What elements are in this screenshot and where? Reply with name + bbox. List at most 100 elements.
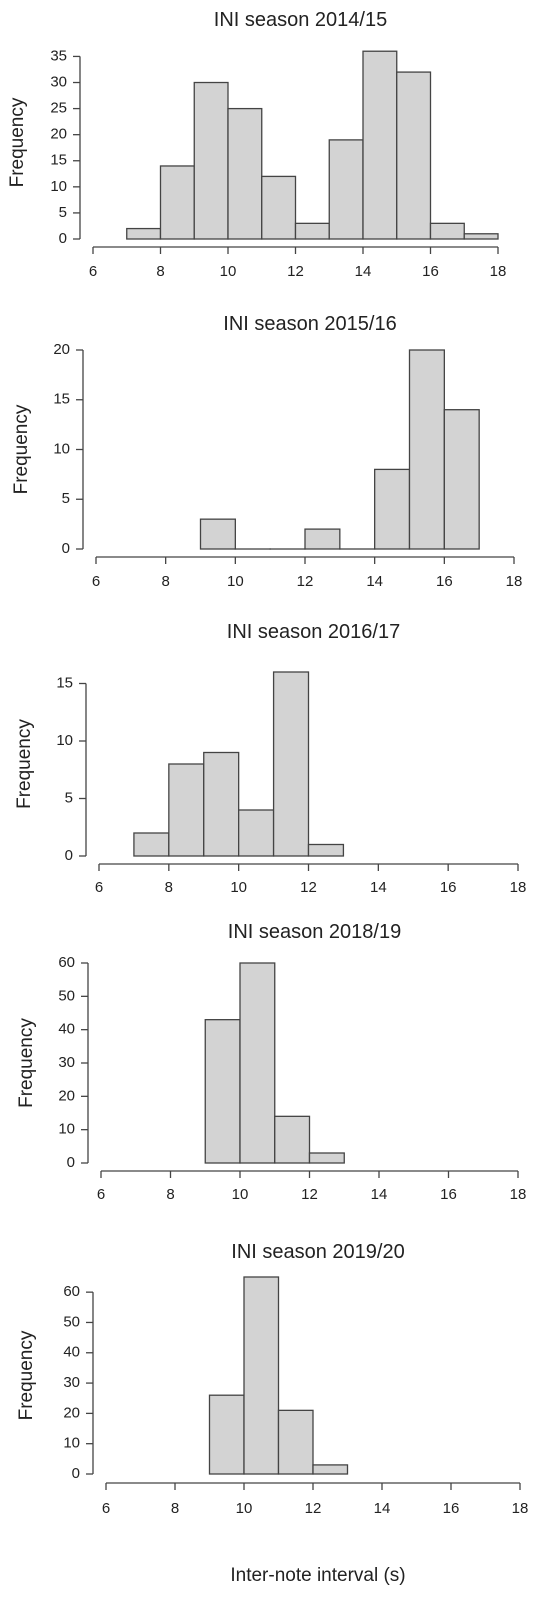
- y-tick-label: 60: [58, 954, 75, 971]
- chart-title: INI season 2019/20: [231, 1241, 404, 1263]
- x-tick-label: 16: [443, 1500, 460, 1517]
- x-tick-label: 6: [89, 263, 97, 280]
- x-tick-label: 18: [506, 573, 523, 590]
- histogram-bar: [277, 1409, 314, 1475]
- x-tick-label: 8: [166, 1186, 174, 1203]
- y-tick-label: 25: [50, 100, 67, 117]
- histogram-bar: [239, 962, 276, 1164]
- chart-title: INI season 2014/15: [214, 9, 387, 31]
- x-tick-label: 16: [436, 573, 453, 590]
- histogram-bar: [133, 832, 170, 857]
- histogram-bar: [274, 1115, 311, 1164]
- x-tick-label: 6: [102, 1500, 110, 1517]
- y-tick-label: 15: [53, 391, 70, 408]
- y-tick-label: 0: [59, 230, 67, 247]
- histogram-bar: [429, 222, 465, 240]
- x-tick-label: 16: [422, 263, 439, 280]
- x-tick-label: 8: [165, 879, 173, 896]
- x-tick-label: 12: [305, 1500, 322, 1517]
- x-tick-label: 12: [301, 1186, 318, 1203]
- y-tick-label: 10: [58, 1121, 75, 1138]
- y-tick-label: 10: [63, 1435, 80, 1452]
- histogram-bar: [396, 71, 432, 240]
- histogram-bar: [312, 1464, 349, 1475]
- x-tick-label: 12: [297, 573, 314, 590]
- x-tick-label: 18: [510, 1186, 527, 1203]
- histogram-bar: [126, 227, 162, 240]
- histogram-bar: [168, 763, 205, 857]
- x-tick-label: 12: [287, 263, 304, 280]
- x-tick-label: 12: [300, 879, 317, 896]
- y-tick-label: 40: [63, 1344, 80, 1361]
- y-tick-label: 0: [67, 1154, 75, 1171]
- x-tick-label: 14: [374, 1500, 391, 1517]
- y-axis-label: Frequency: [14, 719, 35, 809]
- histogram-bar: [408, 349, 445, 550]
- y-axis-label: Frequency: [16, 1018, 37, 1108]
- y-axis-label: Frequency: [7, 97, 28, 187]
- x-tick-label: 14: [355, 263, 372, 280]
- histogram-bar: [374, 468, 411, 550]
- chart-title: INI season 2016/17: [227, 621, 400, 643]
- y-tick-label: 10: [53, 440, 70, 457]
- y-tick-label: 40: [58, 1021, 75, 1038]
- histogram-bar: [159, 165, 195, 240]
- y-tick-label: 20: [58, 1087, 75, 1104]
- y-tick-label: 0: [62, 540, 70, 557]
- histogram-bar: [199, 518, 236, 550]
- x-tick-label: 8: [161, 573, 169, 590]
- x-tick-label: 18: [512, 1500, 529, 1517]
- y-tick-label: 20: [50, 126, 67, 143]
- chart-title: INI season 2015/16: [223, 313, 396, 335]
- histogram-bar: [227, 107, 263, 240]
- y-tick-label: 20: [53, 341, 70, 358]
- y-tick-label: 5: [59, 204, 67, 221]
- y-tick-label: 10: [56, 732, 73, 749]
- x-tick-label: 8: [156, 263, 164, 280]
- y-tick-label: 20: [63, 1404, 80, 1421]
- histogram-bar: [261, 175, 297, 240]
- x-tick-label: 6: [92, 573, 100, 590]
- y-tick-label: 5: [65, 789, 73, 806]
- y-tick-label: 30: [63, 1374, 80, 1391]
- y-tick-label: 35: [50, 47, 67, 64]
- histogram-bar: [362, 50, 398, 240]
- x-tick-label: 14: [371, 1186, 388, 1203]
- x-tick-label: 8: [171, 1500, 179, 1517]
- y-tick-label: 15: [50, 152, 67, 169]
- histogram-bar: [238, 809, 275, 857]
- x-tick-label: 6: [97, 1186, 105, 1203]
- x-tick-label: 14: [370, 879, 387, 896]
- histogram-bar: [308, 1152, 345, 1164]
- x-tick-label: 10: [220, 263, 237, 280]
- y-tick-label: 50: [58, 987, 75, 1004]
- x-tick-label: 10: [227, 573, 244, 590]
- x-tick-label: 6: [95, 879, 103, 896]
- histogram-bar: [272, 671, 310, 857]
- x-tick-label: 18: [490, 263, 507, 280]
- y-tick-label: 10: [50, 178, 67, 195]
- chart-title: INI season 2018/19: [228, 921, 401, 943]
- histogram-bar: [463, 233, 499, 240]
- histogram-bar: [307, 843, 345, 857]
- histogram-bar: [204, 1019, 241, 1164]
- histogram-bar: [443, 409, 480, 550]
- histogram-bar: [208, 1394, 245, 1475]
- y-tick-label: 0: [65, 847, 73, 864]
- y-tick-label: 60: [63, 1283, 80, 1300]
- y-tick-label: 30: [50, 73, 67, 90]
- y-tick-label: 15: [56, 674, 73, 691]
- x-tick-label: 16: [440, 879, 457, 896]
- y-tick-label: 50: [63, 1313, 80, 1330]
- x-tick-label: 14: [366, 573, 383, 590]
- x-tick-label: 18: [510, 879, 527, 896]
- histogram-bar: [193, 81, 229, 240]
- histogram-bar: [203, 751, 240, 857]
- x-tick-label: 16: [440, 1186, 457, 1203]
- histogram-bar: [328, 139, 364, 240]
- y-tick-label: 0: [72, 1465, 80, 1482]
- y-axis-label: Frequency: [11, 404, 32, 494]
- x-tick-label: 10: [230, 879, 247, 896]
- y-tick-label: 30: [58, 1054, 75, 1071]
